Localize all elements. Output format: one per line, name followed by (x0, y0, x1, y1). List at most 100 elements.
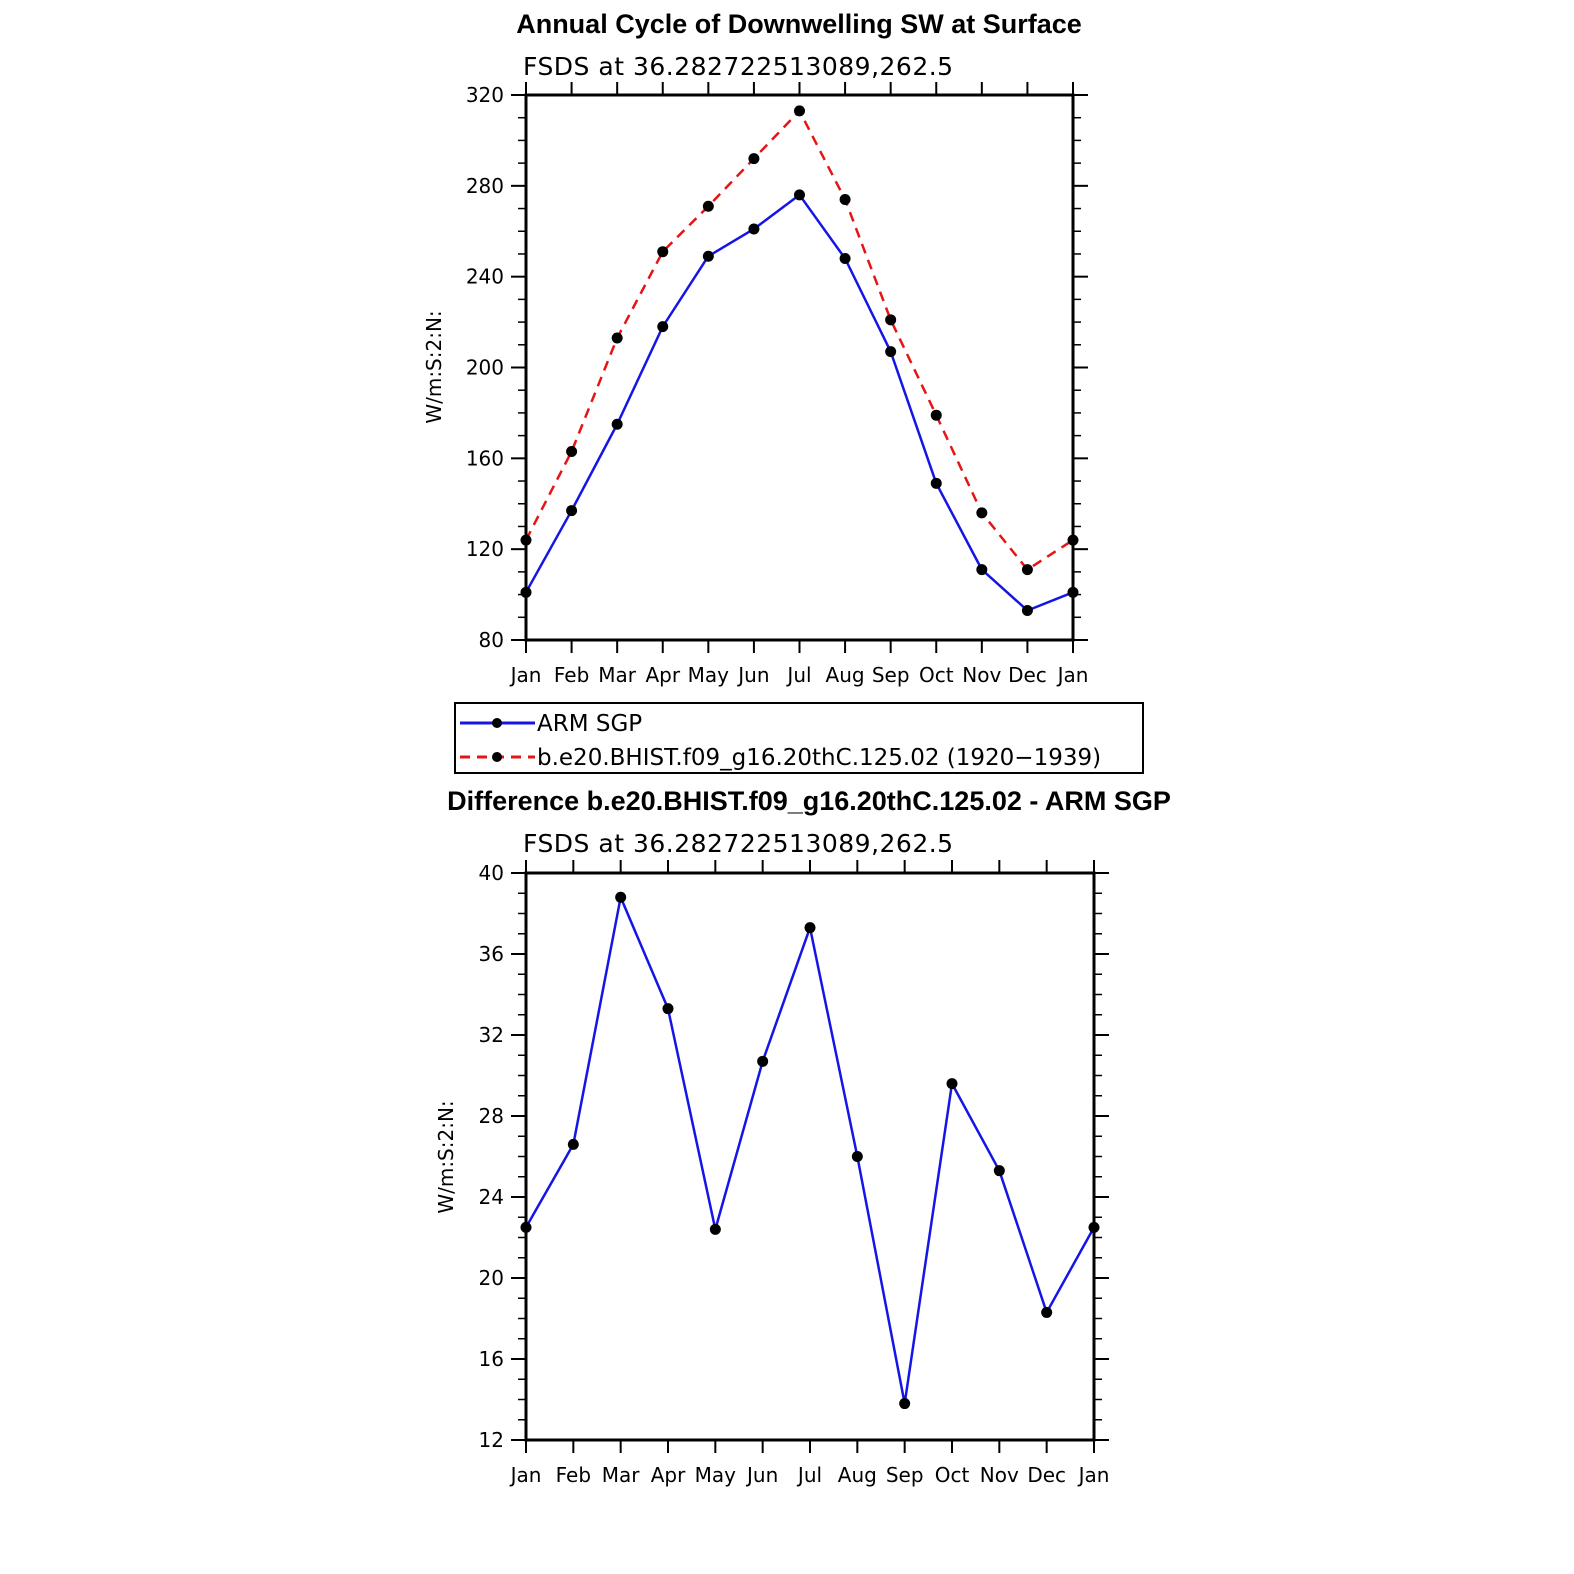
data-point (1067, 534, 1079, 546)
data-point (566, 505, 578, 517)
x-tick-label: Jul (796, 1463, 822, 1487)
y-tick-label: 200 (466, 356, 504, 380)
x-tick-label: May (695, 1463, 737, 1487)
data-point (567, 1138, 579, 1150)
y-tick-label: 20 (479, 1266, 504, 1290)
legend-entry-arm-sgp: ARM SGP (460, 711, 642, 737)
legend-entry-model: b.e20.BHIST.f09_g16.20thC.125.02 (1920−1… (460, 745, 1101, 771)
data-point (520, 586, 532, 598)
y-tick-label: 16 (479, 1347, 504, 1371)
chart-subtitle: FSDS at 36.282722513089,262.5 (523, 52, 954, 81)
x-tick-label: Aug (838, 1463, 877, 1487)
y-tick-label: 120 (466, 537, 504, 561)
data-point (709, 1223, 721, 1235)
data-point (657, 321, 669, 333)
data-point (804, 922, 816, 934)
x-tick-label: Sep (872, 663, 910, 687)
data-point (976, 507, 988, 519)
y-axis-label: W/m:S:2:N: (422, 310, 446, 423)
data-point (520, 1221, 532, 1233)
x-tick-label: Apr (645, 663, 680, 687)
data-point (946, 1078, 958, 1090)
x-tick-label: Jan (1077, 1463, 1110, 1487)
x-tick-label: Dec (1008, 663, 1047, 687)
data-point (930, 409, 942, 421)
data-point (885, 314, 897, 326)
x-tick-label: Jan (509, 1463, 542, 1487)
y-tick-label: 280 (466, 174, 504, 198)
x-tick-label: Nov (980, 1463, 1019, 1487)
y-axis-label: W/m:S:2:N: (434, 1100, 458, 1213)
legend-label: ARM SGP (537, 711, 642, 737)
chart-subtitle: FSDS at 36.282722513089,262.5 (523, 829, 954, 858)
y-tick-label: 240 (466, 265, 504, 289)
data-point (794, 189, 805, 201)
data-point (702, 250, 714, 262)
y-tick-label: 28 (479, 1104, 504, 1128)
x-tick-label: Jan (1056, 663, 1089, 687)
data-point (748, 223, 760, 235)
x-tick-label: Jun (736, 663, 769, 687)
y-tick-label: 160 (466, 446, 504, 470)
y-tick-label: 40 (479, 861, 504, 885)
legend-label: b.e20.BHIST.f09_g16.20thC.125.02 (1920−1… (537, 745, 1101, 771)
data-point (520, 534, 532, 546)
legend-box (454, 702, 1144, 774)
x-tick-label: Sep (886, 1463, 924, 1487)
x-tick-label: Feb (554, 663, 589, 687)
data-point (993, 1165, 1005, 1177)
data-point (662, 1003, 674, 1015)
data-point (794, 105, 805, 117)
data-point (1021, 564, 1033, 576)
x-tick-label: Oct (919, 663, 954, 687)
y-tick-label: 80 (479, 628, 504, 652)
x-tick-label: Oct (935, 1463, 970, 1487)
legend-swatch-marker (492, 718, 502, 728)
x-tick-label: Mar (602, 1463, 641, 1487)
legend-swatch-marker (492, 752, 502, 762)
data-point (976, 564, 988, 576)
data-point (930, 477, 942, 489)
x-tick-label: Jan (509, 663, 542, 687)
data-point (1021, 604, 1033, 616)
data-point (851, 1151, 863, 1162)
data-point (566, 446, 578, 458)
x-tick-label: Nov (962, 663, 1001, 687)
y-tick-label: 36 (479, 942, 504, 966)
data-point (757, 1055, 769, 1067)
x-tick-label: Dec (1027, 1463, 1066, 1487)
series-line-0 (524, 193, 1074, 612)
x-tick-label: Apr (651, 1463, 686, 1487)
series-line-1 (524, 109, 1074, 571)
y-tick-label: 24 (479, 1185, 504, 1209)
data-point (657, 246, 669, 258)
data-point (1067, 586, 1079, 598)
series-line-0 (524, 896, 1096, 1405)
plot-frame (524, 93, 1075, 642)
data-point (611, 418, 623, 430)
chart-annual-cycle: Annual Cycle of Downwelling SW at Surfac… (422, 9, 1088, 687)
data-point (885, 346, 897, 358)
data-point (899, 1398, 911, 1410)
chart-title: Annual Cycle of Downwelling SW at Surfac… (516, 9, 1082, 39)
data-point (702, 200, 714, 212)
y-tick-label: 12 (479, 1428, 504, 1452)
data-point (839, 193, 851, 205)
data-point (1041, 1306, 1053, 1318)
x-tick-label: Jun (745, 1463, 778, 1487)
plot-frame (524, 871, 1096, 1442)
data-point (748, 153, 760, 165)
y-tick-label: 32 (479, 1023, 504, 1047)
data-point (839, 253, 851, 264)
y-tick-label: 320 (466, 83, 504, 107)
chart-title: Difference b.e20.BHIST.f09_g16.20thC.125… (447, 786, 1171, 816)
x-tick-label: Mar (598, 663, 637, 687)
x-tick-label: Aug (826, 663, 865, 687)
data-point (1088, 1221, 1100, 1233)
data-point (615, 891, 627, 903)
legend: ARM SGP b.e20.BHIST.f09_g16.20thC.125.02… (454, 702, 1144, 774)
x-tick-label: May (688, 663, 730, 687)
chart-difference: Difference b.e20.BHIST.f09_g16.20thC.125… (434, 786, 1171, 1487)
data-point (611, 332, 623, 344)
